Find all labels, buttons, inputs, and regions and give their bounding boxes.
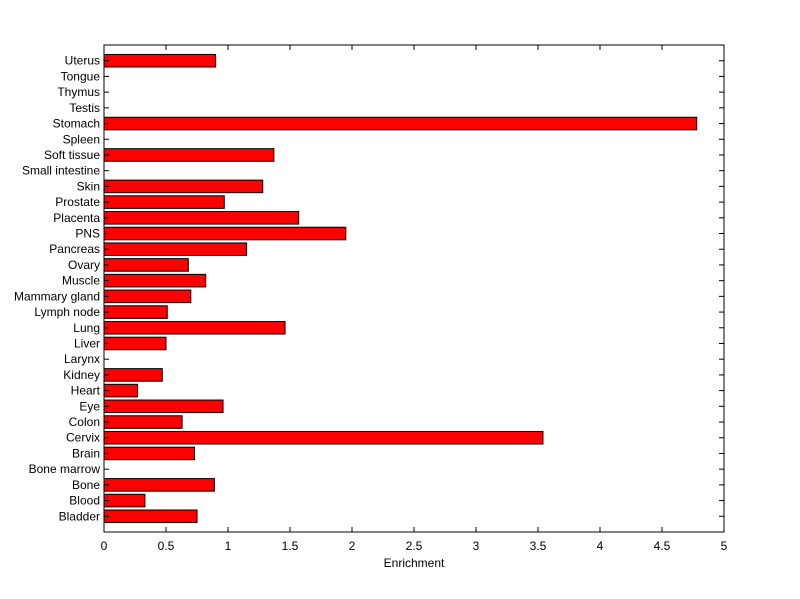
bar-colon bbox=[103, 415, 183, 429]
y-tick-label-skin: Skin bbox=[77, 179, 100, 193]
bar-ovary bbox=[103, 258, 189, 272]
y-tick-label-stomach: Stomach bbox=[53, 117, 100, 131]
x-tick-label-2: 1 bbox=[225, 539, 232, 553]
x-axis-label: Enrichment bbox=[384, 556, 445, 570]
y-tick-label-liver: Liver bbox=[74, 336, 100, 350]
x-tick-label-3: 1.5 bbox=[282, 539, 299, 553]
y-tick-label-heart: Heart bbox=[71, 384, 101, 398]
x-tick-label-8: 4 bbox=[597, 539, 604, 553]
y-tick-label-prostate: Prostate bbox=[55, 195, 100, 209]
bar-eye bbox=[103, 399, 224, 414]
y-tick-label-pns: PNS bbox=[75, 227, 100, 241]
y-tick-label-ovary: Ovary bbox=[68, 258, 100, 272]
y-tick-label-kidney: Kidney bbox=[63, 368, 100, 382]
bar-soft-tissue bbox=[103, 148, 275, 162]
y-tick-label-bone: Bone bbox=[72, 478, 100, 492]
y-tick-label-cervix: Cervix bbox=[66, 431, 100, 445]
y-tick-label-muscle: Muscle bbox=[62, 274, 100, 288]
y-tick-label-lymph-node: Lymph node bbox=[34, 305, 100, 319]
x-tick-label-6: 3 bbox=[473, 539, 480, 553]
x-tick-label-4: 2 bbox=[349, 539, 356, 553]
y-tick-label-placenta: Placenta bbox=[53, 211, 100, 225]
bar-blood bbox=[103, 493, 146, 508]
y-tick-label-small-intestine: Small intestine bbox=[22, 164, 100, 178]
bar-uterus bbox=[103, 53, 217, 68]
y-tick-label-colon: Colon bbox=[69, 415, 100, 429]
y-tick-label-tongue: Tongue bbox=[61, 69, 101, 83]
y-tick-label-brain: Brain bbox=[72, 446, 100, 460]
bar-skin bbox=[103, 179, 264, 194]
bar-placenta bbox=[103, 211, 300, 225]
plot-frame bbox=[103, 44, 725, 533]
y-tick-label-lung: Lung bbox=[73, 321, 100, 335]
y-tick-label-uterus: Uterus bbox=[65, 54, 100, 68]
y-tick-label-larynx: Larynx bbox=[64, 352, 100, 366]
bar-lung bbox=[103, 320, 286, 335]
bar-heart bbox=[103, 383, 138, 398]
y-tick-label-thymus: Thymus bbox=[57, 85, 100, 99]
bar-bone bbox=[103, 478, 215, 492]
y-tick-label-testis: Testis bbox=[69, 101, 100, 115]
bar-liver bbox=[103, 336, 167, 351]
x-tick-label-1: 0.5 bbox=[158, 539, 175, 553]
y-tick-label-soft-tissue: Soft tissue bbox=[44, 148, 100, 162]
y-tick-label-eye: Eye bbox=[79, 399, 100, 413]
bar-pancreas bbox=[103, 242, 248, 257]
y-tick-label-spleen: Spleen bbox=[63, 132, 100, 146]
x-tick-label-5: 2.5 bbox=[406, 539, 423, 553]
y-tick-label-blood: Blood bbox=[69, 494, 100, 508]
bar-lymph-node bbox=[103, 305, 168, 319]
bar-pns bbox=[103, 226, 347, 241]
bar-brain bbox=[103, 446, 196, 461]
y-tick-label-bone-marrow: Bone marrow bbox=[29, 462, 101, 476]
x-tick-label-7: 3.5 bbox=[530, 539, 547, 553]
x-ticks-group: 0 0.5 1 1.5 2 2.5 3 3.5 4 4.5 5 bbox=[101, 45, 728, 553]
x-tick-label-9: 4.5 bbox=[654, 539, 671, 553]
bar-kidney bbox=[103, 368, 163, 382]
x-tick-label-10: 5 bbox=[721, 539, 728, 553]
bar-muscle bbox=[103, 273, 207, 288]
bar-mammary-gland bbox=[103, 289, 192, 304]
bar-prostate bbox=[103, 195, 225, 209]
bar-cervix bbox=[103, 430, 544, 445]
y-tick-label-pancreas: Pancreas bbox=[49, 242, 100, 256]
y-tick-label-bladder: Bladder bbox=[59, 509, 100, 523]
bar-bladder bbox=[103, 509, 198, 524]
x-tick-label-0: 0 bbox=[101, 539, 108, 553]
y-tick-label-mammary-gland: Mammary gland bbox=[14, 289, 100, 303]
bar-stomach bbox=[103, 116, 698, 131]
